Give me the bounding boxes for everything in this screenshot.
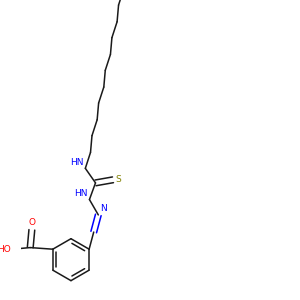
Text: HN: HN [74, 189, 88, 198]
Text: S: S [115, 175, 121, 184]
Text: O: O [28, 218, 35, 227]
Text: HO: HO [0, 245, 11, 254]
Text: N: N [100, 204, 107, 213]
Text: HN: HN [70, 158, 84, 167]
